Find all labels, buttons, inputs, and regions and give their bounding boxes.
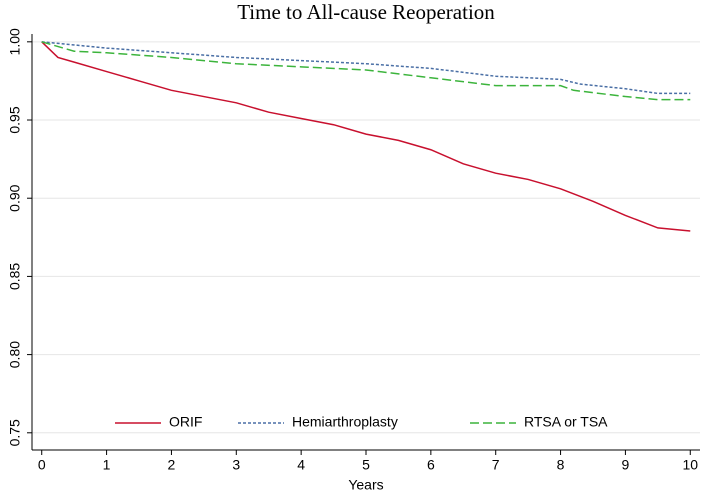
y-tick-label: 1.00 — [7, 28, 23, 55]
y-tick-label: 0.90 — [7, 184, 23, 211]
x-tick-label: 7 — [492, 457, 500, 473]
x-tick-label: 9 — [622, 457, 630, 473]
x-axis-label: Years — [348, 477, 383, 493]
x-tick-label: 10 — [682, 457, 698, 473]
series-line — [41, 41, 691, 232]
x-tick-label: 8 — [557, 457, 565, 473]
series-line — [41, 41, 691, 95]
y-tick-label: 0.75 — [7, 419, 23, 446]
x-tick-label: 0 — [38, 457, 46, 473]
series-line — [41, 41, 691, 101]
x-tick-label: 5 — [362, 457, 370, 473]
legend-label: Hemiarthroplasty — [292, 414, 398, 430]
x-tick-label: 6 — [427, 457, 435, 473]
y-tick-label: 0.85 — [7, 263, 23, 290]
x-tick-label: 2 — [168, 457, 176, 473]
x-tick-label: 1 — [103, 457, 111, 473]
legend-label: RTSA or TSA — [524, 414, 608, 430]
y-tick-label: 0.95 — [7, 106, 23, 133]
x-tick-label: 3 — [232, 457, 240, 473]
chart-title: Time to All-cause Reoperation — [237, 0, 495, 24]
legend-label: ORIF — [169, 414, 202, 430]
x-tick-label: 4 — [297, 457, 305, 473]
y-tick-label: 0.80 — [7, 341, 23, 368]
